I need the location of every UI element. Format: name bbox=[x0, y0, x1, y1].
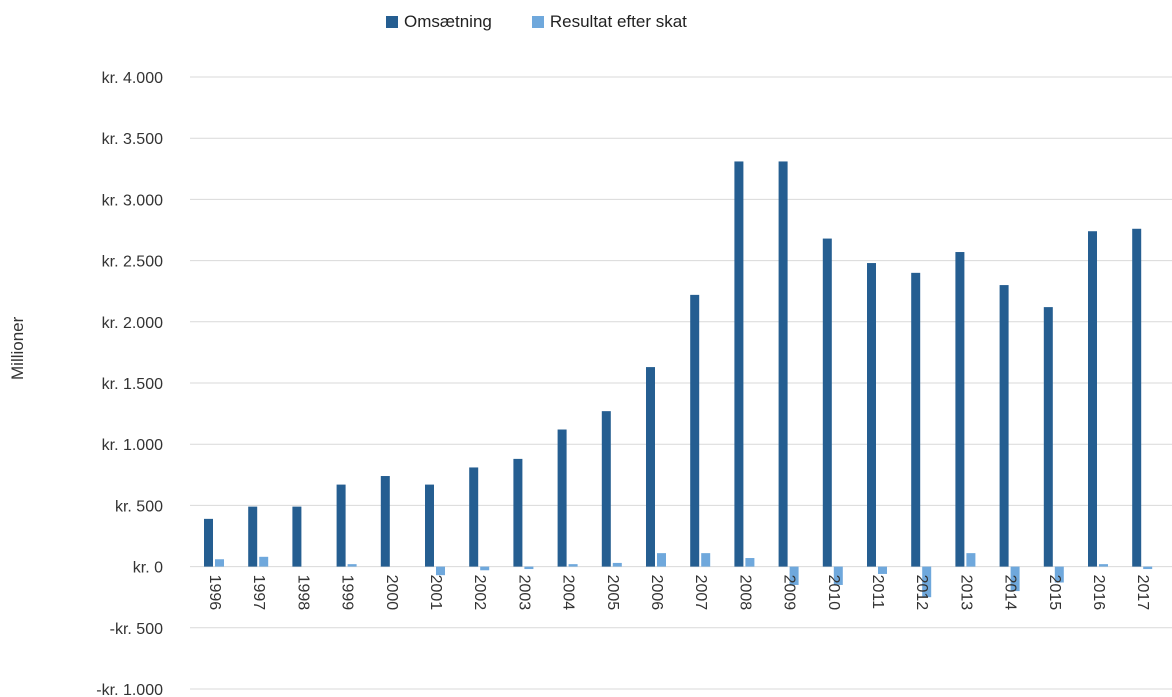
bar-omsaetning bbox=[778, 161, 788, 567]
bar-resultat bbox=[789, 566, 799, 585]
x-tick-label: 2000 bbox=[383, 575, 400, 611]
legend-item-omsaetning: Omsætning bbox=[386, 12, 492, 32]
bar-omsaetning bbox=[955, 252, 965, 567]
x-tick-label: 2009 bbox=[781, 575, 798, 611]
bar-omsaetning bbox=[425, 484, 434, 567]
bar-omsaetning bbox=[822, 238, 832, 567]
bar-resultat bbox=[612, 562, 622, 567]
bar-omsaetning bbox=[380, 476, 390, 567]
bar-resultat bbox=[1099, 564, 1108, 567]
bar-resultat bbox=[215, 559, 224, 567]
bar-omsaetning bbox=[646, 367, 655, 567]
bar-resultat bbox=[1143, 566, 1153, 570]
y-tick-label: kr. 0 bbox=[133, 560, 163, 577]
y-tick-label: kr. 2.000 bbox=[102, 315, 163, 332]
x-tick-label: 2012 bbox=[913, 575, 930, 611]
bar-resultat bbox=[1054, 566, 1064, 583]
x-tick-label: 2008 bbox=[736, 575, 753, 611]
bar-resultat bbox=[480, 566, 490, 571]
bar-omsaetning bbox=[1043, 307, 1053, 567]
bar-resultat bbox=[568, 564, 578, 567]
x-tick-label: 1996 bbox=[206, 575, 223, 611]
bar-omsaetning bbox=[999, 285, 1009, 567]
bar-resultat bbox=[966, 553, 976, 567]
bar-omsaetning bbox=[867, 263, 876, 567]
legend-swatch-omsaetning bbox=[386, 16, 398, 28]
x-tick-label: 2003 bbox=[515, 575, 532, 611]
bar-omsaetning bbox=[1132, 228, 1142, 567]
y-tick-label: -kr. 500 bbox=[110, 621, 163, 638]
x-tick-label: 2002 bbox=[471, 575, 488, 611]
x-tick-label: 2013 bbox=[957, 575, 974, 611]
bar-resultat bbox=[657, 553, 666, 567]
x-tick-label: 2004 bbox=[560, 575, 577, 611]
bar-omsaetning bbox=[513, 458, 523, 567]
x-tick-label: 1997 bbox=[250, 575, 267, 611]
x-tick-label: 2017 bbox=[1134, 575, 1151, 611]
x-tick-label: 2001 bbox=[427, 575, 444, 611]
x-tick-label: 2016 bbox=[1090, 575, 1107, 611]
bar-resultat bbox=[347, 564, 357, 567]
bar-omsaetning bbox=[1088, 231, 1097, 567]
chart-legend: Omsætning Resultat efter skat bbox=[386, 12, 727, 32]
y-tick-label: kr. 500 bbox=[115, 498, 163, 515]
x-tick-label: 2014 bbox=[1002, 575, 1019, 611]
bar-resultat bbox=[259, 556, 269, 567]
legend-label-resultat: Resultat efter skat bbox=[549, 12, 687, 31]
y-tick-label: kr. 3.500 bbox=[102, 131, 163, 148]
bar-resultat bbox=[833, 566, 843, 585]
x-tick-label: 2006 bbox=[648, 575, 665, 611]
bar-resultat bbox=[745, 558, 755, 567]
y-tick-label: kr. 2.500 bbox=[102, 254, 163, 271]
y-tick-label: kr. 3.000 bbox=[102, 192, 163, 209]
x-tick-label: 2007 bbox=[692, 575, 709, 611]
bar-resultat bbox=[524, 566, 534, 570]
bar-omsaetning bbox=[248, 506, 258, 567]
x-tick-label: 1998 bbox=[294, 575, 311, 611]
bar-omsaetning bbox=[469, 467, 479, 567]
bar-omsaetning bbox=[557, 429, 567, 567]
bar-resultat bbox=[878, 566, 887, 574]
y-tick-label: kr. 1.000 bbox=[102, 437, 163, 454]
legend-item-resultat: Resultat efter skat bbox=[531, 12, 687, 32]
bar-omsaetning bbox=[911, 272, 921, 567]
x-tick-label: 2005 bbox=[604, 575, 621, 611]
legend-label-omsaetning: Omsætning bbox=[404, 12, 492, 31]
y-tick-label: kr. 1.500 bbox=[102, 376, 163, 393]
y-tick-label: -kr. 1.000 bbox=[96, 682, 163, 697]
bar-omsaetning bbox=[336, 484, 346, 567]
legend-swatch-resultat bbox=[531, 16, 544, 28]
x-tick-label: 2011 bbox=[869, 575, 886, 610]
x-tick-label: 1999 bbox=[339, 575, 356, 611]
bar-omsaetning bbox=[204, 518, 213, 567]
bar-resultat bbox=[922, 566, 932, 598]
x-tick-label: 2015 bbox=[1046, 575, 1063, 611]
bar-omsaetning bbox=[734, 161, 744, 567]
bar-resultat bbox=[701, 553, 711, 567]
bar-omsaetning bbox=[292, 506, 302, 567]
y-tick-label: kr. 4.000 bbox=[102, 70, 163, 87]
bar-omsaetning bbox=[601, 411, 611, 567]
bar-resultat bbox=[1010, 566, 1020, 592]
bar-resultat bbox=[436, 566, 445, 576]
bar-omsaetning bbox=[690, 294, 700, 567]
x-tick-label: 2010 bbox=[825, 575, 842, 611]
